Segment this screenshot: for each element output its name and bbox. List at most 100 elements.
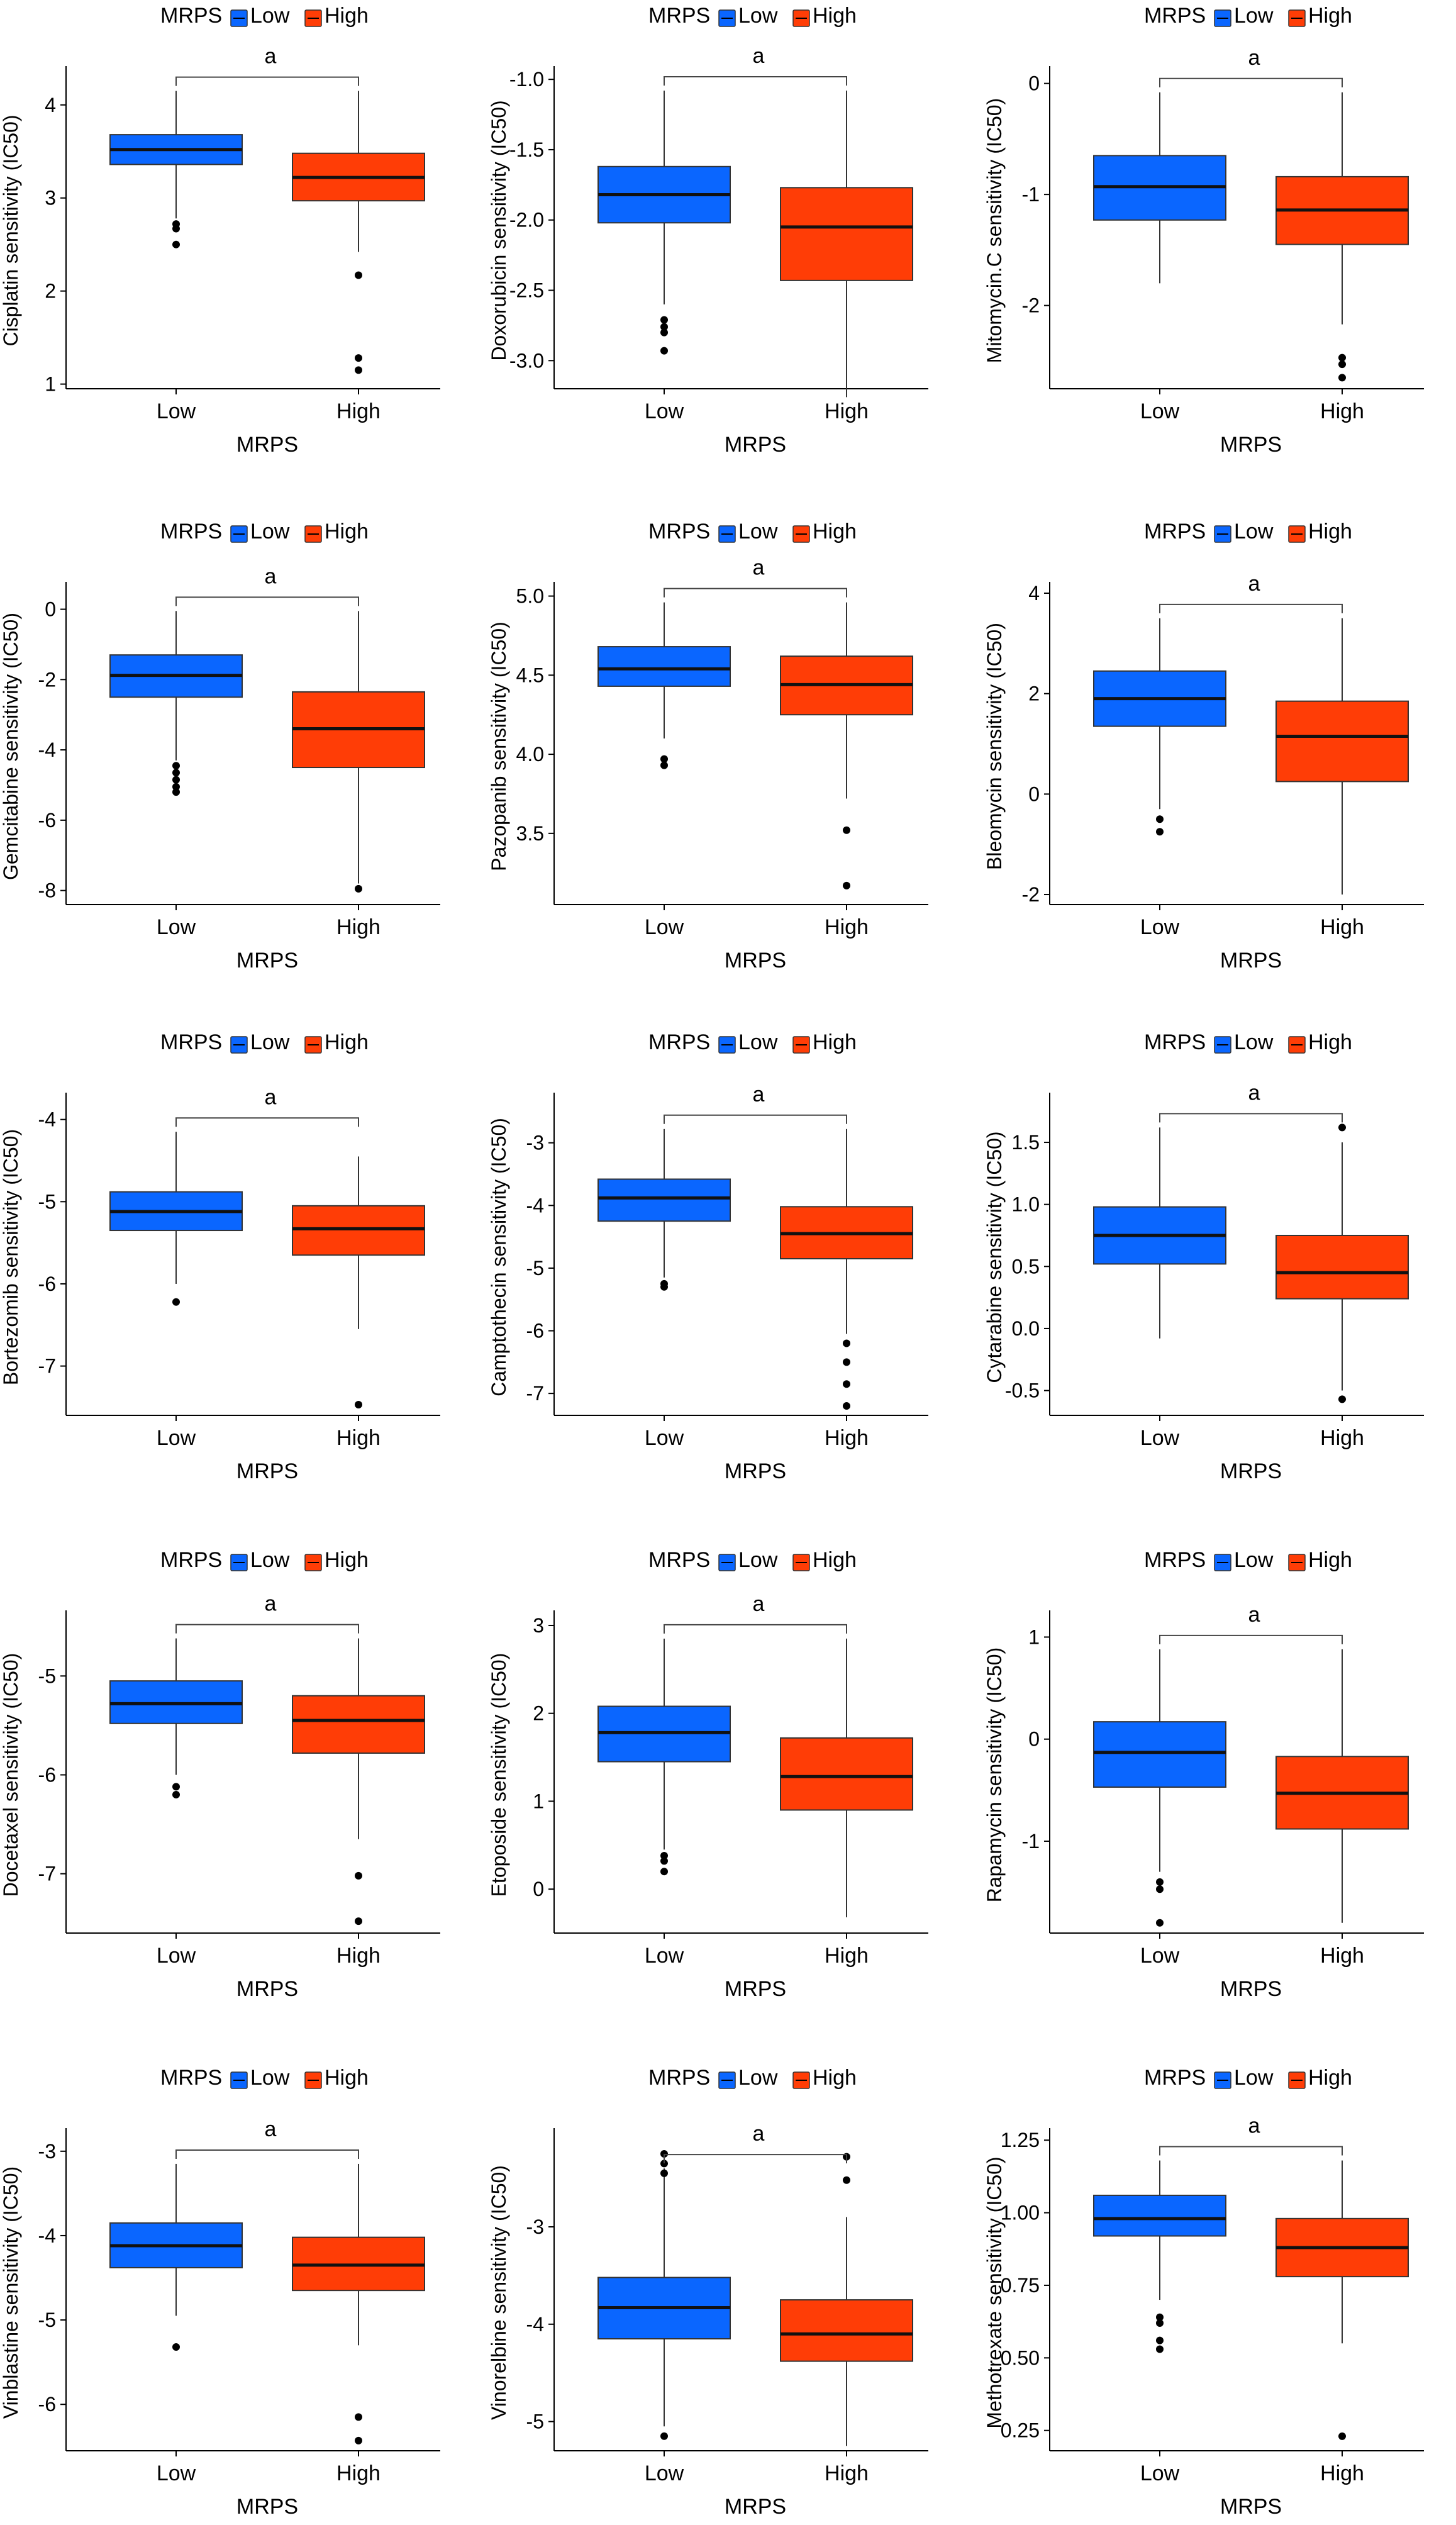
legend-label-low: Low <box>738 1548 778 1572</box>
bracket-line <box>175 1117 359 1127</box>
box-high <box>780 2153 913 2446</box>
bracket-line <box>175 2149 359 2159</box>
box-low <box>597 602 731 769</box>
box-high <box>1275 92 1409 382</box>
x-axis-title: MRPS <box>236 1977 298 2001</box>
y-tick-label: 4 <box>1028 582 1040 605</box>
chart-panel-13: MRPS Low High -6 -5 -4 -3 Vinblastine sensitivi… <box>0 2066 440 2519</box>
significance-bracket: a <box>1159 1603 1343 1644</box>
chart-panel-3: MRPS Low High -2 -1 0 Mitomycin.C sensitivity … <box>983 4 1424 457</box>
chart-panel-6: MRPS Low High -2 0 2 4 Bleomycin sensitivity (I… <box>983 520 1424 973</box>
y-axis-title: Mitomycin.C sensitivity (IC50) <box>983 98 1006 363</box>
y-tick-label: -2.5 <box>509 279 544 302</box>
significance-bracket: a <box>664 1083 847 1124</box>
chart-panel-12: MRPS Low High -1 0 1 Rapamycin sensitivity (IC… <box>983 1548 1424 2001</box>
significance-label: a <box>1248 46 1260 70</box>
y-tick-label: 0.25 <box>1001 2419 1040 2442</box>
outlier-point <box>660 328 668 337</box>
legend-label-high: High <box>1308 2066 1352 2090</box>
legend-title: MRPS <box>648 1548 710 1572</box>
outlier-point <box>1338 1395 1346 1403</box>
outlier-point <box>660 1868 668 1876</box>
bracket-line <box>664 2154 847 2164</box>
y-tick-label: -7 <box>38 1863 56 1885</box>
y-tick-label: 0.0 <box>1012 1317 1040 1340</box>
significance-bracket: a <box>175 2117 359 2159</box>
legend-label-high: High <box>813 1548 857 1572</box>
bracket-line <box>664 76 847 86</box>
y-tick-label: 1 <box>533 1790 544 1812</box>
chart-panel-4: MRPS Low High -8 -6 -4 -2 0 Gemcitabine sensitiv… <box>0 520 440 973</box>
legend-label-low: Low <box>738 2066 778 2090</box>
outlier-point <box>843 1380 850 1388</box>
y-tick-label: 2 <box>45 280 56 303</box>
y-axis-title: Doxorubicin sensitivity (IC50) <box>487 100 510 360</box>
box-iqr <box>1093 1721 1226 1788</box>
y-tick-label: -5 <box>38 1190 56 1213</box>
legend-title: MRPS <box>1144 2066 1206 2090</box>
y-tick-label: 0 <box>1028 783 1040 805</box>
x-tick-label: Low <box>1140 399 1180 423</box>
significance-bracket: a <box>175 564 359 606</box>
outlier-point <box>355 1917 362 1926</box>
box-high <box>780 91 913 398</box>
outlier-point <box>172 2343 180 2351</box>
y-tick-label: 1.25 <box>1001 2129 1040 2151</box>
chart-panel-9: MRPS Low High -0.5 0.0 0.5 1.0 1.5 Cytarabine se… <box>983 1030 1424 1483</box>
y-axis-title: Pazopanib sensitivity (IC50) <box>487 621 510 871</box>
y-tick-label: -4 <box>38 2224 56 2247</box>
box-low <box>597 91 731 355</box>
legend: MRPS Low High <box>160 4 369 28</box>
y-axis-title: Etoposide sensitivity (IC50) <box>487 1653 510 1897</box>
chart-panel-8: MRPS Low High -7 -6 -5 -4 -3 Camptothecin sensit… <box>487 1030 928 1483</box>
outlier-point <box>843 881 850 889</box>
legend-label-high: High <box>813 520 857 543</box>
legend-label-low: Low <box>1234 1030 1274 1054</box>
chart-panel-7: MRPS Low High -7 -6 -5 -4 Bortezomib sensitivit… <box>0 1030 440 1483</box>
legend-label-high: High <box>1308 4 1352 28</box>
outlier-point <box>660 2169 668 2177</box>
y-tick-label: 0.5 <box>1012 1255 1040 1278</box>
bracket-line <box>1159 77 1343 87</box>
outlier-point <box>355 1871 362 1880</box>
y-tick-label: -2 <box>1022 294 1040 317</box>
legend: MRPS Low High <box>1144 2066 1352 2090</box>
outlier-point <box>660 1283 668 1291</box>
x-axis-title: MRPS <box>1220 1977 1282 2001</box>
y-tick-label: 1.0 <box>1012 1193 1040 1216</box>
box-iqr <box>780 1737 913 1811</box>
bracket-line <box>175 1624 359 1634</box>
y-tick-label: -1 <box>1022 1830 1040 1853</box>
y-tick-label: 4.0 <box>516 743 544 766</box>
x-tick-label: High <box>1320 2461 1364 2485</box>
bracket-line <box>664 1114 847 1124</box>
outlier-point <box>660 2432 668 2440</box>
y-axis-title: Gemcitabine sensitivity (IC50) <box>0 613 22 880</box>
y-tick-label: -3 <box>38 2140 56 2163</box>
box-low <box>109 2163 243 2351</box>
y-tick-label: 0 <box>45 598 56 621</box>
legend: MRPS Low High <box>1144 1548 1352 1572</box>
x-axis-title: MRPS <box>236 1459 298 1483</box>
legend-label-high: High <box>325 1030 369 1054</box>
bracket-line <box>1159 603 1343 613</box>
y-tick-label: 2 <box>533 1702 544 1725</box>
y-tick-label: -1 <box>1022 183 1040 206</box>
y-axis-title: Cisplatin sensitivity (IC50) <box>0 114 22 346</box>
x-tick-label: High <box>825 1944 869 1968</box>
chart-panel-1: MRPS Low High 1 2 3 4 Cisplatin sensitivity (IC… <box>0 4 440 457</box>
x-axis-title: MRPS <box>725 1977 786 2001</box>
legend-label-low: Low <box>738 1030 778 1054</box>
box-high <box>780 602 913 889</box>
box-iqr <box>292 1205 425 1256</box>
x-axis-title: MRPS <box>1220 2495 1282 2519</box>
x-axis-title: MRPS <box>725 1459 786 1483</box>
y-tick-label: -5 <box>526 1257 544 1279</box>
outlier-point <box>172 1298 180 1306</box>
significance-bracket: a <box>664 1592 847 1634</box>
legend-title: MRPS <box>160 2066 222 2090</box>
legend-label-high: High <box>325 2066 369 2090</box>
bracket-line <box>1159 1113 1343 1123</box>
significance-label: a <box>1248 1603 1260 1627</box>
